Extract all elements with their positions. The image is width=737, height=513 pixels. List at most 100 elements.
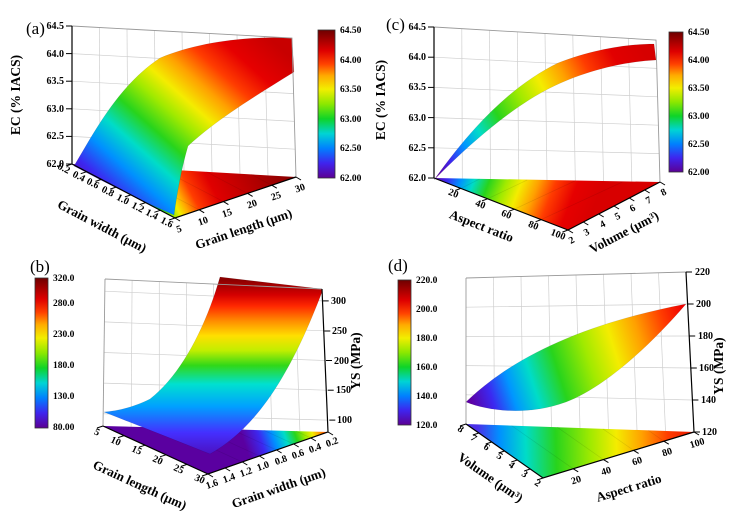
tick-label: 1.2 [130, 200, 146, 216]
colorbar-label: 280.0 [53, 299, 75, 309]
surface-plot-d: 220 200 180 160 140 120 YS (MPa) 8 7 6 5… [388, 256, 726, 505]
colorbar-label: 200.0 [416, 305, 438, 315]
panel-b: 300 250 200 150 100 YS (MPa) 5 10 15 20 … [0, 256, 368, 513]
colorbar-label: 63.00 [688, 112, 710, 122]
tick-label: 1.4 [144, 207, 160, 223]
colorbar-label: 64.50 [340, 26, 362, 36]
surface-plot-b: 300 250 200 150 100 YS (MPa) 5 10 15 20 … [30, 257, 363, 513]
tick-label: 5 [92, 427, 101, 439]
tick-label: 2 [532, 478, 542, 490]
tick-label: 5 [613, 211, 623, 223]
tick-label: 100 [337, 415, 352, 426]
colorbar-a: 64.50 64.00 63.50 63.00 62.50 62.00 [317, 26, 362, 184]
colorbar-label: 62.00 [340, 174, 362, 184]
tick-label: 1.0 [255, 459, 270, 474]
tick-label: 0.8 [100, 184, 116, 200]
panel-label-a: (a) [26, 19, 45, 38]
tick-label: 25 [172, 463, 186, 477]
tick-label: 8 [659, 187, 669, 199]
tick-label: 64.5 [47, 21, 65, 32]
z-axis-b: 300 250 200 150 100 YS (MPa) [322, 296, 363, 426]
colorbar-label: 64.00 [340, 56, 362, 66]
axes-box-b [102, 276, 329, 475]
tick-label: 20 [447, 187, 460, 201]
panel-label-c: (c) [386, 15, 405, 34]
tick-label: 160 [699, 363, 714, 374]
colorbar-label: 130.0 [53, 392, 75, 402]
tick-label: 300 [331, 296, 346, 307]
tick-label: 6 [628, 203, 638, 215]
tick-label: 64.0 [409, 52, 427, 63]
tick-label: 25 [270, 190, 283, 204]
floor-gridlines-d [511, 425, 665, 470]
tick-label: 0.2 [56, 161, 72, 177]
tick-label: 200 [696, 299, 711, 310]
colorbar-label: 63.00 [340, 115, 362, 125]
colorbar-label: 320.0 [53, 274, 75, 284]
tick-label: 1.2 [238, 465, 253, 480]
floor-projection-c [434, 178, 660, 230]
tick-label: 64.0 [47, 49, 65, 60]
z-axis-a: 64.5 64.0 63.5 63.0 62.5 62.0 EC (% IACS… [8, 21, 72, 170]
response-surface-a [73, 37, 295, 216]
tick-label: 15 [221, 207, 234, 221]
tick-label: 10 [197, 215, 210, 229]
floor-gridlines-c [460, 178, 623, 220]
colorbar-label: 64.00 [688, 56, 710, 66]
tick-label: 7 [644, 195, 654, 207]
tick-label: 62.0 [47, 159, 65, 170]
y-axis-title: Grain length (μm) [193, 205, 294, 252]
tick-label: 80 [661, 446, 674, 459]
tick-label: 3 [582, 227, 592, 239]
tick-label: 0.8 [273, 453, 288, 468]
tick-label: 64.5 [409, 22, 427, 33]
axes-box-d [465, 271, 695, 479]
tick-label: 0.2 [324, 435, 339, 450]
tick-label: 40 [474, 198, 487, 212]
tick-label: 2 [567, 235, 577, 247]
panel-d: 220 200 180 160 140 120 YS (MPa) 8 7 6 5… [368, 256, 737, 513]
tick-label: 20 [570, 474, 583, 487]
tick-label: 20 [246, 198, 259, 212]
colorbar-c: 64.50 64.00 63.50 63.00 62.50 62.00 [668, 28, 710, 178]
floor-projection-d [466, 424, 694, 478]
tick-label: 8 [455, 424, 465, 436]
axes-box-c [433, 26, 661, 231]
tick-label: 80 [527, 219, 540, 233]
tick-label: 60 [631, 455, 644, 468]
tick-label: 6 [481, 442, 491, 454]
tick-label: 60 [500, 208, 513, 222]
colorbar-d: 220.0 200.0 180.0 160.0 140.0 120.0 [397, 276, 438, 431]
panel-c: 64.5 64.0 63.5 63.0 62.5 62.0 EC (% IACS… [368, 0, 737, 261]
tick-label: 200 [334, 356, 349, 367]
panel-label-d: (d) [388, 256, 408, 275]
z-axis-title: YS (MPa) [348, 332, 363, 389]
colorbar-label: 220.0 [416, 276, 438, 286]
tick-label: 3 [519, 469, 529, 481]
tick-label: 40 [600, 465, 613, 478]
colorbar-label: 62.00 [688, 168, 710, 178]
z-axis-title: EC (% IACS) [8, 55, 23, 135]
colorbar-label: 180.0 [53, 361, 75, 371]
response-surface-b [103, 276, 323, 455]
panel-label-b: (b) [30, 257, 50, 276]
tick-label: 1.6 [204, 477, 219, 492]
response-surface-d [465, 303, 687, 411]
tick-label: 20 [151, 454, 165, 468]
z-axis-title: YS (MPa) [711, 337, 726, 394]
tick-label: 1.6 [159, 215, 175, 231]
tick-label: 0.4 [71, 169, 87, 185]
surface-plot-a: 64.5 64.0 63.5 63.0 62.5 62.0 EC (% IACS… [8, 19, 362, 256]
tick-label: 63.0 [47, 104, 65, 115]
colorbar-label: 230.0 [53, 330, 75, 340]
tick-label: 63.5 [47, 76, 65, 87]
tick-label: 63.0 [409, 113, 427, 124]
tick-label: 180 [698, 331, 713, 342]
colorbar-label: 63.50 [688, 84, 710, 94]
colorbar-label: 160.0 [416, 363, 438, 373]
tick-label: 250 [332, 326, 347, 337]
colorbar-label: 140.0 [416, 392, 438, 402]
tick-label: 62.0 [409, 173, 427, 184]
tick-label: 220 [695, 267, 710, 278]
